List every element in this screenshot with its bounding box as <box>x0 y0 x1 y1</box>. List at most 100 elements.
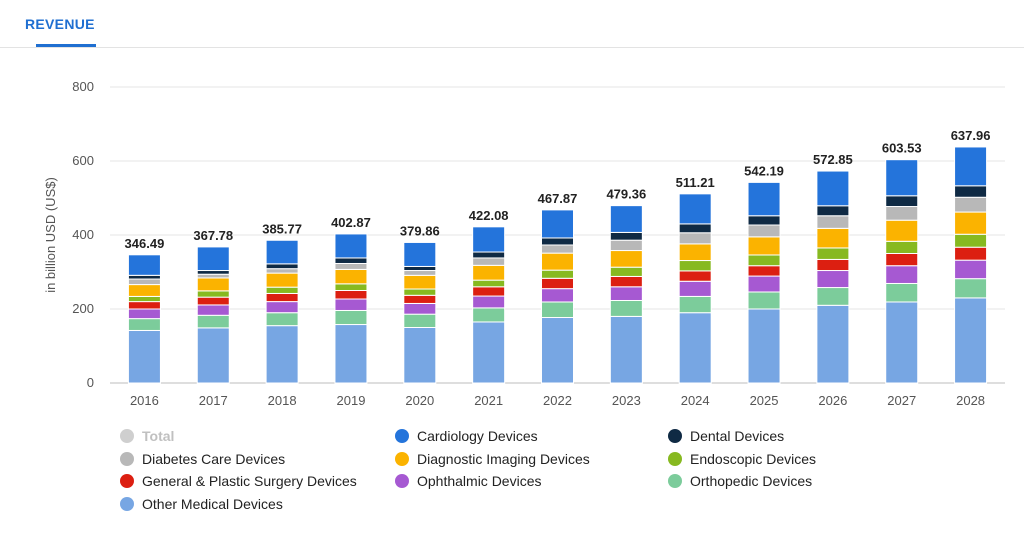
bar-segment <box>403 288 437 296</box>
legend-item[interactable]: General & Plastic Surgery Devices <box>120 473 357 489</box>
legend-item[interactable]: Dental Devices <box>668 428 784 444</box>
legend-swatch-icon <box>668 451 682 466</box>
y-tick-label: 800 <box>72 79 94 94</box>
legend-swatch-icon <box>668 429 682 443</box>
bar-segment <box>678 193 712 225</box>
bar-segment <box>472 257 506 266</box>
bar-segment <box>609 286 643 301</box>
y-tick-label: 200 <box>72 301 94 316</box>
bar-segment <box>885 253 919 267</box>
bar-segment <box>816 227 850 249</box>
bar-segment <box>747 291 781 310</box>
bar-segment <box>196 270 230 275</box>
bar-segment <box>196 246 230 272</box>
bar-segment <box>403 274 437 290</box>
bar-segment <box>678 295 712 314</box>
legend-item[interactable]: Endoscopic Devices <box>668 451 816 467</box>
bar-segment <box>541 288 574 303</box>
bar-segment <box>334 257 368 264</box>
bar-segment <box>127 274 161 280</box>
bar-segment <box>678 312 712 384</box>
total-data-label: 402.87 <box>331 215 371 230</box>
bar-segment <box>541 244 574 254</box>
x-tick-label: 2024 <box>681 393 710 408</box>
bar-segment <box>334 268 368 285</box>
bar-segment <box>403 265 437 272</box>
tab-bar: REVENUE <box>0 0 1024 48</box>
bar-segment <box>196 273 230 279</box>
legend-swatch-icon <box>120 429 134 443</box>
bar-segment <box>196 304 230 316</box>
x-tick-label: 2023 <box>612 393 641 408</box>
bar-segment <box>885 240 919 254</box>
bar-segment <box>472 307 506 323</box>
bar-segment <box>127 254 161 276</box>
total-data-label: 422.08 <box>469 208 509 223</box>
bar-segment <box>885 206 919 221</box>
legend-item[interactable]: Cardiology Devices <box>395 428 538 444</box>
bar-segment <box>334 290 368 300</box>
bar-segment <box>403 241 437 267</box>
legend-item[interactable]: Ophthalmic Devices <box>395 473 542 489</box>
bar-segment <box>954 146 988 187</box>
bar-segment <box>609 275 643 288</box>
legend-item[interactable]: Diagnostic Imaging Devices <box>395 451 590 467</box>
x-tick-label: 2021 <box>474 393 503 408</box>
bar-segment <box>816 215 850 229</box>
legend-swatch-icon <box>395 451 409 466</box>
bar-segment <box>127 329 161 384</box>
legend-swatch-icon <box>395 429 409 443</box>
bar-segment <box>816 270 850 289</box>
bar-segment <box>541 301 574 319</box>
bar-segment <box>816 205 850 217</box>
total-data-label: 346.49 <box>125 236 165 251</box>
bar-segment <box>265 239 299 265</box>
bar-segment <box>678 270 712 282</box>
bar-segment <box>609 239 643 252</box>
bar-segment <box>541 317 574 384</box>
bar-segment <box>954 233 988 248</box>
x-tick-label: 2020 <box>405 393 434 408</box>
total-data-label: 511.21 <box>676 175 715 190</box>
bar-segment <box>609 299 643 317</box>
bar-segment <box>816 170 850 207</box>
legend-swatch-icon <box>120 451 134 466</box>
stacked-bar-chart: 0 200 400 600 800 in billion USD (US$) 346.49 2… <box>43 79 1005 408</box>
total-data-label: 479.36 <box>606 187 646 202</box>
bar-segment <box>127 318 161 331</box>
bar-segment <box>678 260 712 272</box>
bar-segment <box>954 278 988 299</box>
legend-label: Other Medical Devices <box>142 495 283 512</box>
bar-segment <box>816 258 850 272</box>
bar-segment <box>954 185 988 198</box>
legend-item[interactable]: Orthopedic Devices <box>668 473 812 489</box>
tab-revenue[interactable]: REVENUE <box>25 16 95 32</box>
bar-segment <box>472 295 506 309</box>
legend-item[interactable]: Total <box>120 428 174 444</box>
total-data-label: 637.96 <box>951 128 991 143</box>
bar-segment <box>196 327 230 384</box>
total-data-label: 572.85 <box>813 152 853 167</box>
bar-segment <box>265 286 299 294</box>
bar-segment <box>403 327 437 384</box>
bar-segment <box>334 324 368 384</box>
bar-segment <box>472 286 506 297</box>
x-tick-label: 2022 <box>543 393 572 408</box>
bar-segment <box>885 219 919 242</box>
bar-segment <box>127 278 161 286</box>
bar-segment <box>541 252 574 271</box>
total-data-label: 467.87 <box>538 191 578 206</box>
legend-label: General & Plastic Surgery Devices <box>142 473 357 489</box>
legend-label: Orthopedic Devices <box>690 473 813 489</box>
legend-label: Diagnostic Imaging Devices <box>417 450 590 467</box>
bar-segment <box>196 314 230 329</box>
bar-segment <box>196 277 230 292</box>
legend-item[interactable]: Diabetes Care Devices <box>120 451 285 467</box>
bar-segment <box>334 233 368 259</box>
bar-segment <box>885 159 919 197</box>
total-data-label: 542.19 <box>744 163 784 178</box>
legend-item[interactable]: Other Medical Devices <box>120 496 283 512</box>
bar-segment <box>885 301 919 384</box>
x-tick-label: 2027 <box>887 393 916 408</box>
